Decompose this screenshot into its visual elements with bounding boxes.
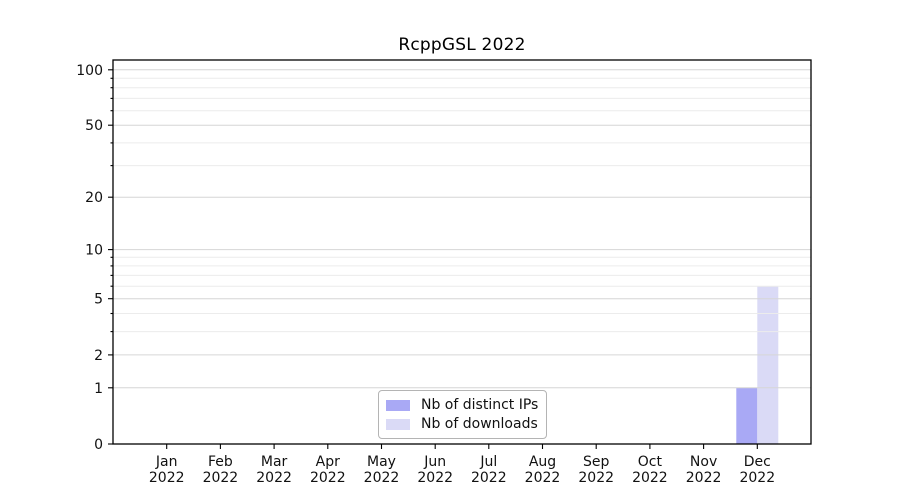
x-tick-label-month-oct: Oct	[638, 454, 663, 470]
y-tick-label-1: 1	[94, 381, 103, 397]
x-tick-label-year-sep: 2022	[578, 470, 614, 486]
axis-ticks	[108, 69, 758, 449]
x-tick-label-year-aug: 2022	[525, 470, 561, 486]
x-tick-label-month-mar: Mar	[261, 454, 288, 470]
legend-item-downloads: Nb of downloads	[386, 416, 538, 432]
x-tick-label-year-nov: 2022	[686, 470, 722, 486]
x-tick-label-month-feb: Feb	[208, 454, 233, 470]
x-tick-label-month-nov: Nov	[690, 454, 717, 470]
y-tick-label-10: 10	[85, 243, 103, 259]
legend-label-downloads: Nb of downloads	[421, 416, 538, 432]
x-tick-label-month-dec: Dec	[744, 454, 771, 470]
gridlines-major	[113, 69, 811, 445]
x-tick-label-month-jun: Jun	[423, 454, 446, 470]
gridlines-minor	[113, 77, 811, 333]
legend-swatch-downloads	[386, 418, 410, 430]
y-tick-label-5: 5	[94, 292, 103, 308]
legend-label-distinct-ips: Nb of distinct IPs	[421, 397, 539, 413]
x-tick-label-year-apr: 2022	[310, 470, 346, 486]
bars-group	[736, 286, 779, 444]
x-tick-label-month-jan: Jan	[155, 454, 178, 470]
legend-item-distinct-ips: Nb of distinct IPs	[386, 397, 539, 413]
x-tick-label-year-jan: 2022	[149, 470, 185, 486]
x-tick-label-year-feb: 2022	[203, 470, 239, 486]
y-tick-label-20: 20	[85, 190, 103, 206]
bar-nb-of-downloads-dec	[757, 286, 779, 444]
x-tick-label-year-jun: 2022	[417, 470, 453, 486]
x-tick-label-month-may: May	[367, 454, 396, 470]
bar-nb-of-distinct-ips-dec	[736, 387, 758, 444]
x-tick-label-year-oct: 2022	[632, 470, 668, 486]
x-tick-label-month-sep: Sep	[583, 454, 610, 470]
x-tick-label-month-aug: Aug	[529, 454, 556, 470]
y-tick-label-100: 100	[76, 63, 103, 79]
legend-swatch-distinct-ips	[386, 399, 410, 411]
x-tick-label-year-may: 2022	[364, 470, 400, 486]
x-tick-label-year-dec: 2022	[739, 470, 775, 486]
x-tick-label-year-mar: 2022	[256, 470, 292, 486]
x-tick-label-year-jul: 2022	[471, 470, 507, 486]
axis-labels: 0125102050100Jan2022Feb2022Mar2022Apr202…	[76, 63, 775, 486]
y-tick-label-0: 0	[94, 437, 103, 453]
chart-title: RcppGSL 2022	[398, 35, 526, 55]
legend: Nb of distinct IPs Nb of downloads	[378, 390, 547, 439]
plot-border	[112, 59, 812, 445]
y-tick-label-50: 50	[85, 118, 103, 134]
y-tick-label-2: 2	[94, 348, 103, 364]
x-tick-label-month-apr: Apr	[316, 454, 340, 470]
x-tick-label-month-jul: Jul	[479, 454, 497, 470]
